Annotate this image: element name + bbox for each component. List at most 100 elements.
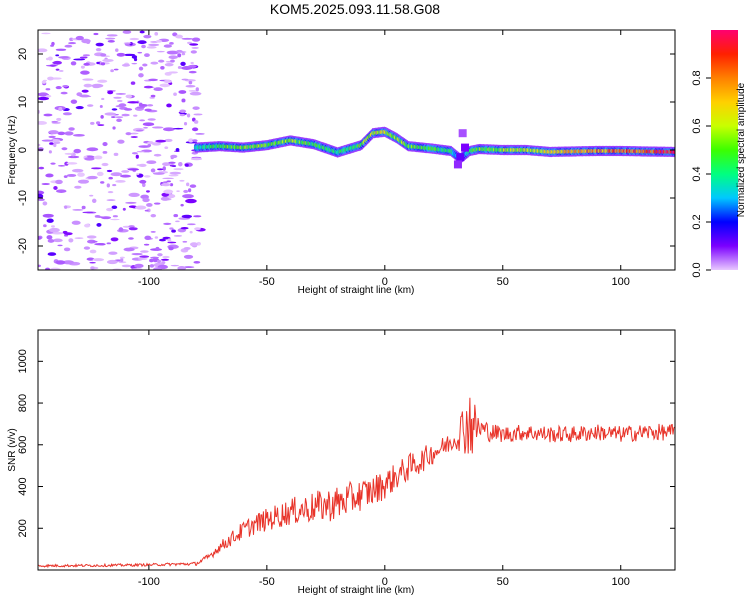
noise-speckle: [57, 244, 63, 247]
noise-speckle: [154, 236, 159, 239]
noise-speckle: [180, 203, 184, 207]
noise-speckle: [41, 182, 50, 186]
noise-speckle: [102, 58, 114, 62]
noise-speckle: [170, 154, 178, 159]
noise-speckle: [138, 73, 144, 78]
noise-speckle: [178, 90, 187, 94]
noise-speckle: [191, 37, 201, 42]
noise-speckle: [96, 223, 102, 227]
noise-speckle: [113, 96, 122, 99]
noise-speckle: [138, 163, 147, 167]
noise-speckle: [179, 109, 187, 114]
noise-speckle: [160, 258, 170, 261]
noise-speckle: [155, 246, 160, 252]
noise-speckle: [113, 152, 119, 157]
noise-speckle: [150, 168, 156, 173]
noise-speckle: [42, 201, 48, 206]
spectrogram-y-ticks: -20 -10 0 10 20: [17, 48, 675, 254]
noise-speckle: [183, 254, 194, 259]
noise-speckle: [63, 247, 71, 252]
noise-speckle: [180, 226, 189, 230]
noise-speckle: [49, 267, 61, 270]
noise-speckle: [75, 105, 84, 110]
noise-speckle: [95, 47, 102, 52]
noise-speckle: [144, 53, 150, 58]
noise-speckle: [175, 34, 183, 39]
noise-speckle: [89, 261, 96, 264]
noise-speckle: [131, 252, 143, 256]
y-tick-label: 10: [17, 96, 29, 108]
noise-speckle: [153, 87, 163, 92]
snr-x-ticks: -100 -50 0 50 100: [138, 330, 630, 588]
noise-speckle: [82, 54, 91, 57]
y-tick-label: 20: [17, 48, 29, 60]
noise-speckle: [150, 94, 156, 98]
y-tick-label: 0: [17, 147, 29, 153]
noise-speckle: [92, 240, 98, 243]
colorbar-gradient: [711, 30, 738, 270]
noise-speckle: [140, 250, 149, 253]
noise-speckle: [144, 235, 152, 241]
snr-y-ticks: 200 400 600 800 1000: [17, 349, 675, 537]
noise-speckle: [130, 81, 136, 85]
y-tick-label: 200: [17, 519, 29, 537]
noise-speckle: [79, 56, 88, 59]
noise-speckle: [128, 227, 138, 231]
noise-speckle: [105, 37, 116, 40]
noise-speckle: [70, 61, 77, 66]
noise-speckle: [144, 108, 152, 112]
noise-speckle: [156, 39, 163, 43]
noise-speckle: [86, 40, 91, 44]
noise-speckle: [104, 112, 117, 116]
noise-speckle: [106, 242, 111, 245]
noise-speckle: [186, 113, 191, 118]
noise-speckle: [41, 32, 51, 35]
noise-speckle: [45, 88, 51, 91]
noise-speckle: [190, 61, 194, 65]
noise-speckle: [120, 257, 124, 263]
x-tick-label: -50: [259, 576, 275, 588]
noise-speckle: [163, 181, 168, 184]
noise-speckle: [150, 214, 157, 218]
noise-speckle: [167, 241, 177, 244]
noise-speckle: [142, 122, 155, 127]
noise-speckle: [167, 238, 172, 243]
noise-speckle: [94, 243, 106, 246]
noise-speckle: [181, 78, 189, 81]
noise-speckle: [192, 106, 200, 110]
noise-speckle: [127, 168, 140, 171]
noise-speckle: [96, 171, 104, 177]
noise-speckle: [194, 227, 201, 231]
noise-speckle: [64, 205, 68, 209]
noise-speckle: [66, 173, 77, 177]
noise-speckle: [146, 46, 157, 49]
noise-speckle: [148, 43, 160, 47]
noise-speckle: [38, 93, 45, 96]
noise-speckle: [146, 160, 157, 165]
noise-speckle: [113, 68, 119, 71]
noise-speckle: [125, 201, 137, 204]
noise-speckle: [176, 190, 180, 192]
noise-speckle: [156, 50, 165, 53]
noise-speckle: [86, 235, 97, 239]
noise-speckle: [189, 184, 197, 188]
noise-speckle: [173, 213, 179, 218]
noise-speckle: [84, 223, 91, 228]
x-tick-label: 50: [497, 576, 509, 588]
noise-speckle: [45, 267, 51, 270]
noise-speckle: [148, 78, 158, 82]
noise-speckle: [131, 152, 138, 155]
noise-speckle: [73, 133, 85, 137]
noise-speckle: [38, 143, 41, 147]
noise-speckle: [70, 99, 78, 104]
x-tick-label: -50: [259, 276, 275, 288]
noise-speckle: [63, 175, 68, 179]
noise-speckle: [38, 166, 45, 170]
noise-speckle: [96, 121, 101, 125]
noise-speckle: [191, 46, 199, 49]
noise-speckle: [118, 103, 127, 108]
spectrogram-x-ticks: -100 -50 0 50 100: [138, 30, 630, 288]
noise-speckle: [162, 162, 171, 167]
figure-title: KOM5.2025.093.11.58.G08: [270, 1, 440, 17]
